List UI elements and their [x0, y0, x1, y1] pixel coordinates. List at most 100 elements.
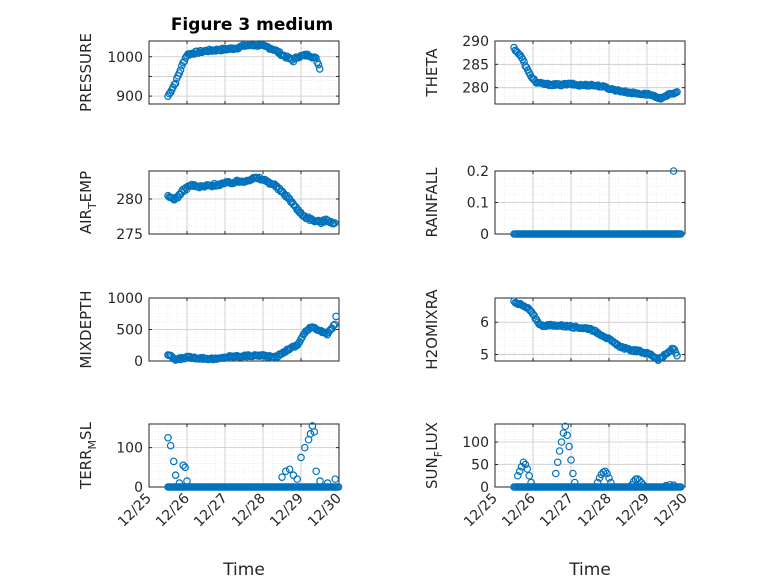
axes-h2omixra: 5 6 H2OMIXRA: [423, 289, 686, 370]
data-point: [278, 473, 286, 481]
data-point: [171, 471, 180, 479]
y-axis-label: H2OMIXRA: [423, 289, 441, 370]
x-axis-label: Time: [222, 560, 265, 580]
data-point: [332, 312, 340, 321]
data-point: [171, 79, 180, 88]
axes-pressure: 900 1000 PRESSURE: [77, 33, 340, 112]
data-point: [513, 48, 522, 57]
y-axis-label: THETA: [423, 48, 441, 98]
data-point: [300, 50, 309, 59]
axes-mixdepth: 0 500 1000 MIXDEPTH: [77, 290, 340, 370]
y-axis-label: PRESSURE: [77, 33, 95, 112]
data-point: [169, 457, 178, 466]
data-point: [306, 430, 315, 438]
y-tick-label: 900: [116, 89, 143, 105]
data-point: [561, 422, 570, 431]
y-tick-label: 280: [116, 192, 143, 208]
data-point: [673, 351, 681, 360]
x-tick-label: 12/29: [613, 491, 653, 531]
data-point: [515, 467, 524, 476]
data-point: [329, 321, 338, 330]
data-point: [181, 463, 189, 472]
y-tick-label: 275: [116, 227, 143, 243]
x-tick-label: 12/27: [537, 491, 577, 531]
data-point: [320, 328, 329, 337]
data-point: [519, 458, 528, 467]
data-point: [289, 471, 298, 479]
y-axis-label: SUNFLUX: [423, 422, 445, 489]
data-point: [673, 88, 681, 96]
data-point: [331, 475, 340, 483]
y-tick-label: 100: [462, 435, 489, 451]
data-point: [169, 194, 177, 203]
x-tick-label: 12/26: [153, 490, 193, 530]
data-point: [175, 479, 184, 487]
data-point: [563, 431, 572, 440]
x-tick-label: 12/28: [575, 491, 615, 531]
data-point: [166, 441, 175, 450]
data-point: [607, 478, 615, 487]
figure-title: Figure 3 medium: [171, 15, 333, 35]
y-tick-label: 0: [134, 480, 143, 496]
data-point: [170, 80, 179, 89]
data-point: [527, 478, 535, 487]
axes-rainfall: 0 0.1 0.2 RAINFALL: [423, 164, 686, 243]
y-tick-label: 0.1: [467, 196, 489, 212]
y-tick-label: 500: [116, 323, 143, 339]
axes-box: [148, 170, 340, 235]
data-point: [595, 474, 604, 482]
axes-box: [494, 297, 686, 362]
data-point: [669, 167, 678, 175]
data-point: [334, 483, 343, 491]
data-point: [553, 458, 562, 467]
data-point: [179, 461, 188, 470]
data-point: [300, 443, 309, 452]
data-point: [312, 53, 320, 62]
data-point: [565, 442, 573, 451]
axes-box: [494, 40, 686, 105]
y-tick-label: 0: [480, 227, 489, 243]
y-tick-label: 0: [134, 354, 143, 370]
data-point: [521, 460, 530, 469]
data-point: [569, 469, 577, 478]
y-tick-label: 50: [471, 458, 489, 474]
data-point: [559, 429, 568, 437]
data-point: [285, 465, 294, 474]
data-point: [183, 477, 191, 485]
data-point: [330, 219, 339, 227]
data-point: [551, 469, 560, 478]
data-point: [570, 478, 579, 487]
data-point: [637, 478, 646, 487]
data-point: [567, 456, 575, 464]
y-tick-label: 0.2: [467, 164, 489, 180]
data-point: [555, 447, 564, 455]
data-point: [605, 474, 613, 482]
y-tick-label: 285: [462, 57, 489, 73]
data-point: [329, 219, 338, 228]
x-tick-label: 12/27: [191, 491, 231, 531]
data-point: [662, 481, 670, 490]
data-point: [315, 65, 324, 73]
data-point: [603, 469, 611, 478]
data-point: [525, 471, 534, 480]
y-axis-label: AIRTEMP: [77, 171, 99, 234]
y-tick-label: 100: [116, 441, 143, 457]
y-axis-label: MIXDEPTH: [77, 290, 95, 368]
data-point: [316, 477, 324, 485]
x-tick-label: 12/30: [651, 491, 691, 531]
x-tick-label: 12/28: [229, 491, 269, 531]
data-point: [314, 60, 323, 69]
y-tick-label: 280: [462, 81, 489, 97]
x-tick-label: 12/29: [267, 491, 307, 531]
axes-theta: 280 285 290 THETA: [423, 34, 686, 105]
data-point: [593, 478, 602, 487]
data-point: [164, 433, 172, 442]
data-point: [513, 471, 522, 480]
data-point: [676, 483, 685, 491]
x-axis-label: Time: [568, 560, 611, 580]
data-point: [312, 467, 321, 476]
